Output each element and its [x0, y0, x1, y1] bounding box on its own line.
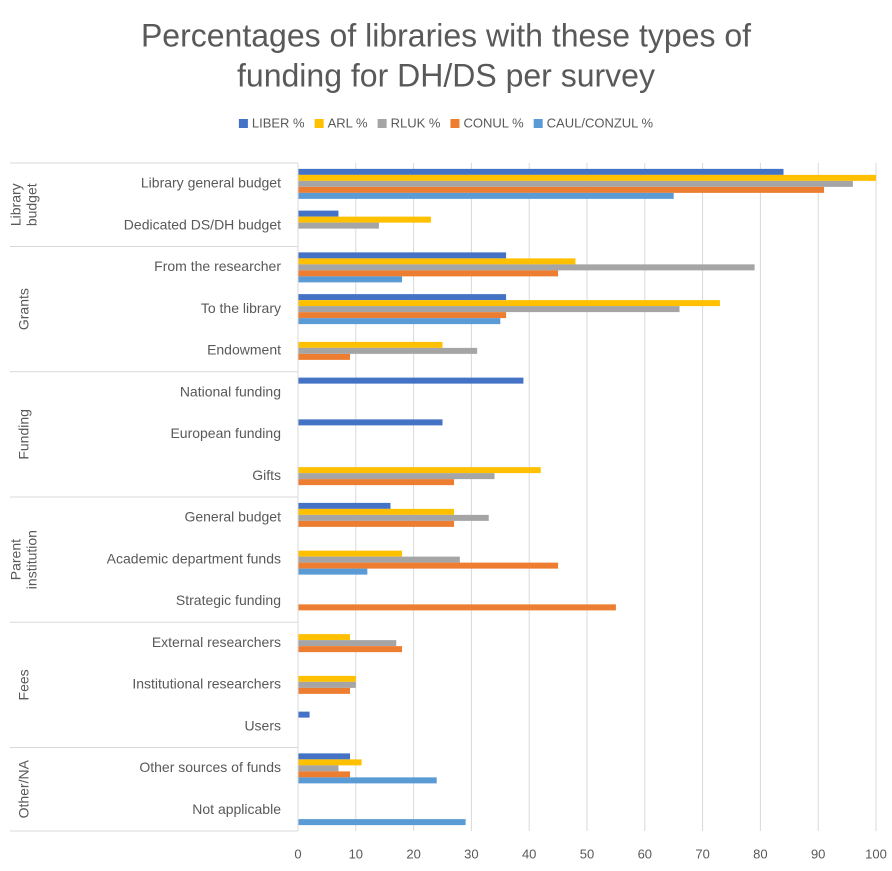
- x-tick-label: 80: [753, 846, 767, 861]
- y-tick-label: European funding: [170, 425, 281, 441]
- y-tick-label: Academic department funds: [107, 550, 281, 566]
- chart-title: Percentages of libraries with these type…: [141, 17, 751, 53]
- x-tick-label: 70: [695, 846, 709, 861]
- y-tick-label: National funding: [180, 383, 281, 399]
- x-tick-label: 30: [464, 846, 478, 861]
- bar: [298, 646, 403, 653]
- bar: [298, 264, 755, 271]
- bar: [298, 634, 351, 641]
- bar: [298, 258, 576, 265]
- bar: [298, 473, 495, 480]
- bar: [298, 186, 824, 193]
- y-tick-label: Endowment: [207, 342, 281, 358]
- y-tick-label: General budget: [184, 509, 281, 525]
- bar: [298, 556, 460, 563]
- y-tick-label: Library general budget: [141, 175, 281, 191]
- group-label: Parent: [8, 539, 24, 580]
- bar: [298, 467, 541, 474]
- bar: [298, 210, 339, 217]
- bar: [298, 419, 443, 426]
- group-label: Fees: [16, 669, 32, 700]
- legend-label: CONUL %: [463, 115, 524, 130]
- legend-swatch: [314, 119, 324, 128]
- group-label: institution: [24, 530, 40, 589]
- bar: [298, 180, 853, 187]
- x-tick-label: 100: [865, 846, 887, 861]
- bar: [298, 300, 720, 307]
- group-label: budget: [24, 183, 40, 226]
- y-tick-label: To the library: [201, 300, 281, 316]
- bar: [298, 550, 403, 557]
- x-tick-label: 10: [349, 846, 363, 861]
- y-tick-label: Dedicated DS/DH budget: [124, 216, 281, 232]
- legend-swatch: [238, 119, 248, 128]
- bar: [298, 562, 559, 569]
- bar: [298, 312, 507, 319]
- bar: [298, 765, 339, 772]
- bar: [298, 675, 356, 682]
- bar: [298, 252, 507, 259]
- y-tick-label: External researchers: [152, 634, 281, 650]
- group-label: Library: [8, 183, 24, 226]
- bar: [298, 192, 674, 199]
- bar: [298, 276, 403, 283]
- y-tick-label: Gifts: [252, 467, 281, 483]
- bar: [298, 681, 356, 688]
- bar: [298, 711, 310, 718]
- bar: [298, 353, 351, 360]
- bar: [298, 168, 784, 175]
- bar: [298, 216, 431, 223]
- bar: [298, 479, 455, 486]
- bar: [298, 270, 559, 277]
- legend-label: CAUL/CONZUL %: [547, 115, 654, 130]
- group-label: Grants: [16, 288, 32, 330]
- group-label: Other/NA: [16, 759, 32, 818]
- bar: [298, 318, 501, 325]
- legend-swatch: [450, 119, 460, 128]
- chart-title: funding for DH/DS per survey: [237, 57, 655, 93]
- bar: [298, 604, 616, 611]
- y-tick-label: Not applicable: [192, 801, 281, 817]
- bar: [298, 568, 368, 575]
- legend-swatch: [377, 119, 387, 128]
- bar: [298, 347, 478, 354]
- bar: [298, 514, 489, 521]
- bar: [298, 687, 351, 694]
- bar: [298, 174, 876, 181]
- bar: [298, 377, 524, 384]
- legend-label: LIBER %: [252, 115, 305, 130]
- bar: [298, 520, 455, 527]
- bar: [298, 753, 351, 760]
- bar: [298, 222, 379, 229]
- bar: [298, 819, 466, 826]
- legend-label: ARL %: [328, 115, 368, 130]
- group-label: Funding: [16, 409, 32, 460]
- x-tick-label: 0: [294, 846, 301, 861]
- x-tick-label: 40: [522, 846, 536, 861]
- y-tick-label: Institutional researchers: [132, 676, 281, 692]
- bar: [298, 341, 443, 348]
- bar: [298, 640, 397, 647]
- y-tick-label: From the researcher: [154, 258, 281, 274]
- bar: [298, 508, 455, 515]
- x-tick-label: 20: [406, 846, 420, 861]
- bar: [298, 777, 437, 784]
- legend-label: RLUK %: [391, 115, 441, 130]
- y-tick-label: Strategic funding: [176, 592, 281, 608]
- bar: [298, 306, 680, 313]
- legend-swatch: [533, 119, 543, 128]
- bar: [298, 771, 351, 778]
- x-tick-label: 50: [580, 846, 594, 861]
- bar: [298, 294, 507, 301]
- bar: [298, 502, 391, 509]
- y-tick-label: Users: [244, 717, 281, 733]
- y-tick-label: Other sources of funds: [139, 759, 281, 775]
- x-tick-label: 90: [811, 846, 825, 861]
- x-tick-label: 60: [638, 846, 652, 861]
- bar: [298, 759, 362, 766]
